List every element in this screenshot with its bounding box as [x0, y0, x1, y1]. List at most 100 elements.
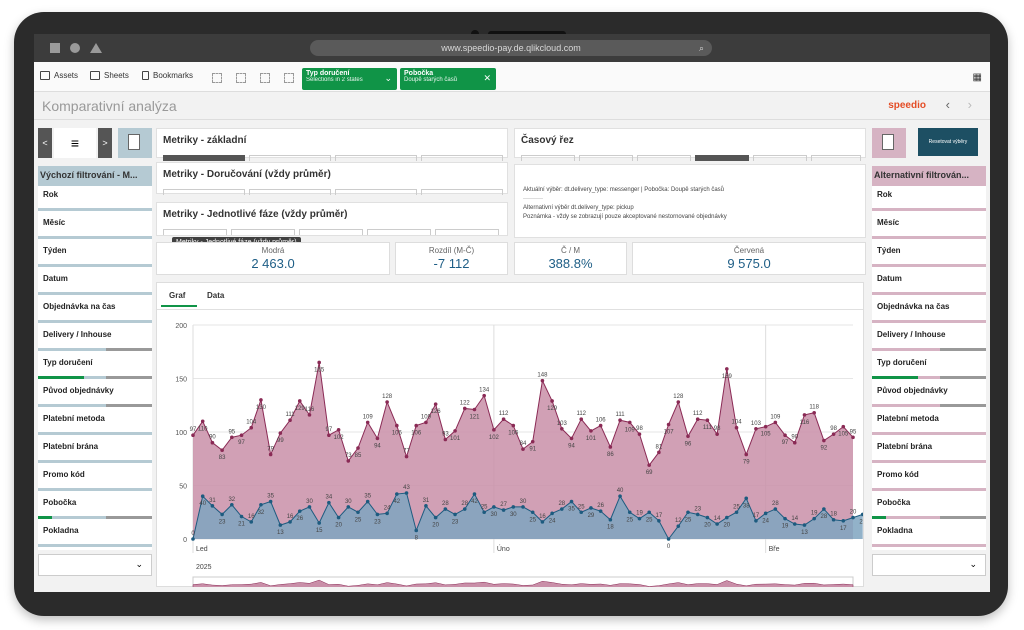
step-back-icon[interactable] [236, 73, 246, 83]
tab-segment[interactable] [335, 189, 417, 195]
data-label: 109 [770, 414, 781, 420]
smart-search-icon[interactable] [212, 73, 222, 83]
step-forward-icon[interactable] [260, 73, 270, 83]
filter-item[interactable]: Platební metoda [872, 410, 986, 438]
tab-segment[interactable] [335, 155, 417, 161]
filter-item[interactable]: Delivery / Inhouse [38, 326, 152, 354]
data-point [627, 510, 632, 515]
metrics-basic-panel[interactable]: Metriky - základní [156, 128, 508, 161]
bookmarks-button[interactable]: Bookmarks [142, 71, 193, 80]
tab-segment[interactable] [811, 155, 861, 161]
data-label: 79 [267, 446, 274, 452]
data-label: 134 [479, 388, 490, 394]
selection-chip-delivery-type[interactable]: Typ doručení Selections in 2 states ⌄ [302, 68, 397, 90]
tab-segment[interactable] [421, 189, 503, 195]
metrics-delivery-panel[interactable]: Metriky - Doručování (vždy průměr) [156, 162, 508, 195]
next-button[interactable]: > [98, 128, 112, 158]
menu-button[interactable]: ≡ [54, 128, 96, 158]
tab-data[interactable]: Data [207, 291, 225, 300]
more-filters-dropdown[interactable]: ⌄ [872, 554, 986, 576]
filter-item[interactable]: Pokladna [38, 522, 152, 550]
reset-selections-button[interactable]: Resetovat výběry [918, 128, 978, 156]
close-icon[interactable]: ✕ [483, 73, 491, 83]
filter-item[interactable]: Objednávka na čas [872, 298, 986, 326]
data-point [608, 517, 613, 522]
data-point [744, 452, 749, 457]
data-label: 128 [673, 394, 684, 400]
next-sheet-icon[interactable]: › [967, 97, 972, 112]
tab-segment[interactable] [163, 155, 245, 161]
right-filter-toggle-button[interactable] [872, 128, 906, 158]
filter-item[interactable]: Platební metoda [38, 410, 152, 438]
filter-item[interactable]: Týden [872, 242, 986, 270]
filter-item[interactable]: Datum [872, 270, 986, 298]
data-label: 29 [588, 513, 595, 519]
filter-item[interactable]: Promo kód [872, 466, 986, 494]
filter-item[interactable]: Typ doručení [872, 354, 986, 382]
clear-selections-icon[interactable] [284, 73, 294, 83]
prev-button[interactable]: < [38, 128, 52, 158]
filter-item[interactable]: Promo kód [38, 466, 152, 494]
tab-graph[interactable]: Graf [169, 291, 186, 300]
filter-item[interactable]: Původ objednávky [38, 382, 152, 410]
prev-sheet-icon[interactable]: ‹ [945, 97, 950, 112]
filter-state-bar [38, 432, 152, 435]
more-filters-dropdown[interactable]: ⌄ [38, 554, 152, 576]
data-point [841, 519, 846, 523]
tab-segment[interactable] [753, 155, 807, 161]
tab-segment[interactable] [579, 155, 633, 161]
filter-item[interactable]: Pobočka [872, 494, 986, 522]
tab-segment[interactable] [421, 155, 503, 161]
tab-segment[interactable] [435, 229, 499, 235]
filter-item[interactable]: Typ doručení [38, 354, 152, 382]
tab-segment[interactable] [637, 155, 691, 161]
filter-item-label: Pobočka [877, 498, 911, 507]
data-label: 43 [403, 485, 410, 491]
metrics-phases-panel[interactable]: Metriky - Jednotlivé fáze (vždy průměr) [156, 202, 508, 236]
address-bar[interactable]: www.speedio-pay.de.qlikcloud.com ⌕ [310, 40, 712, 56]
data-label: 23 [859, 519, 863, 525]
tab-segment[interactable] [163, 229, 227, 235]
chip-title: Typ doručení [306, 70, 350, 77]
filter-item[interactable]: Pokladna [872, 522, 986, 550]
filter-item[interactable]: Objednávka na čas [38, 298, 152, 326]
tab-segment[interactable] [163, 189, 245, 195]
filter-item[interactable]: Rok [872, 186, 986, 214]
data-label: 24 [549, 518, 556, 524]
filter-item[interactable]: Měsíc [872, 214, 986, 242]
filter-item[interactable]: Týden [38, 242, 152, 270]
filter-toggle-button[interactable] [118, 128, 152, 158]
tab-segment[interactable] [695, 155, 749, 161]
url-text: www.speedio-pay.de.qlikcloud.com [441, 43, 581, 53]
data-point [657, 519, 661, 523]
tab-segment[interactable] [231, 229, 295, 235]
tab-segment[interactable] [299, 229, 363, 235]
selection-chip-branch[interactable]: Pobočka Doupě starých časů ✕ [400, 68, 496, 90]
separator-text: ---------- [523, 196, 543, 202]
tab-segment[interactable] [521, 155, 575, 161]
sheets-button[interactable]: Sheets [90, 71, 129, 80]
time-slice-panel[interactable]: Časový řez [514, 128, 866, 161]
filter-item[interactable]: Pobočka [38, 494, 152, 522]
filter-item[interactable]: Delivery / Inhouse [872, 326, 986, 354]
filter-item[interactable]: Měsíc [38, 214, 152, 242]
tab-segment[interactable] [249, 155, 331, 161]
chevron-down-icon[interactable]: ⌄ [384, 73, 392, 83]
data-point [443, 507, 448, 511]
data-label: 20 [850, 510, 857, 516]
search-icon[interactable]: ⌕ [698, 43, 704, 53]
x-tick-label: Bře [769, 546, 780, 553]
data-point [851, 435, 855, 440]
tab-segment[interactable] [367, 229, 431, 235]
filter-item[interactable]: Platební brána [872, 438, 986, 466]
filter-item[interactable]: Původ objednávky [872, 382, 986, 410]
filter-item[interactable]: Rok [38, 186, 152, 214]
data-label: 111 [285, 412, 295, 418]
tab-segment[interactable] [249, 189, 331, 195]
assets-button[interactable]: Assets [40, 71, 78, 80]
filter-item[interactable]: Platební brána [38, 438, 152, 466]
kpi-label: Rozdíl (M-Č) [428, 246, 475, 255]
grid-menu-icon[interactable]: ▦ [972, 72, 982, 83]
filter-item[interactable]: Datum [38, 270, 152, 298]
